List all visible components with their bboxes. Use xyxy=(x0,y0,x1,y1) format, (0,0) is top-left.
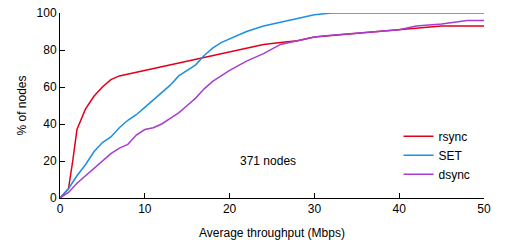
svg-text:50: 50 xyxy=(477,202,491,216)
svg-text:20: 20 xyxy=(223,202,237,216)
svg-text:0: 0 xyxy=(57,202,64,216)
svg-text:rsync: rsync xyxy=(439,130,468,144)
svg-text:% of nodes: % of nodes xyxy=(15,75,29,135)
svg-text:0: 0 xyxy=(50,191,57,205)
svg-text:40: 40 xyxy=(43,117,57,131)
svg-text:40: 40 xyxy=(393,202,407,216)
svg-text:dsync: dsync xyxy=(439,168,470,182)
svg-text:30: 30 xyxy=(308,202,322,216)
svg-text:SET: SET xyxy=(439,149,463,163)
svg-text:Average throughput (Mbps): Average throughput (Mbps) xyxy=(199,226,345,240)
svg-text:80: 80 xyxy=(43,43,57,57)
svg-text:60: 60 xyxy=(43,80,57,94)
svg-text:100: 100 xyxy=(37,6,57,20)
svg-text:10: 10 xyxy=(138,202,152,216)
svg-text:20: 20 xyxy=(43,154,57,168)
svg-text:371 nodes: 371 nodes xyxy=(240,154,296,168)
